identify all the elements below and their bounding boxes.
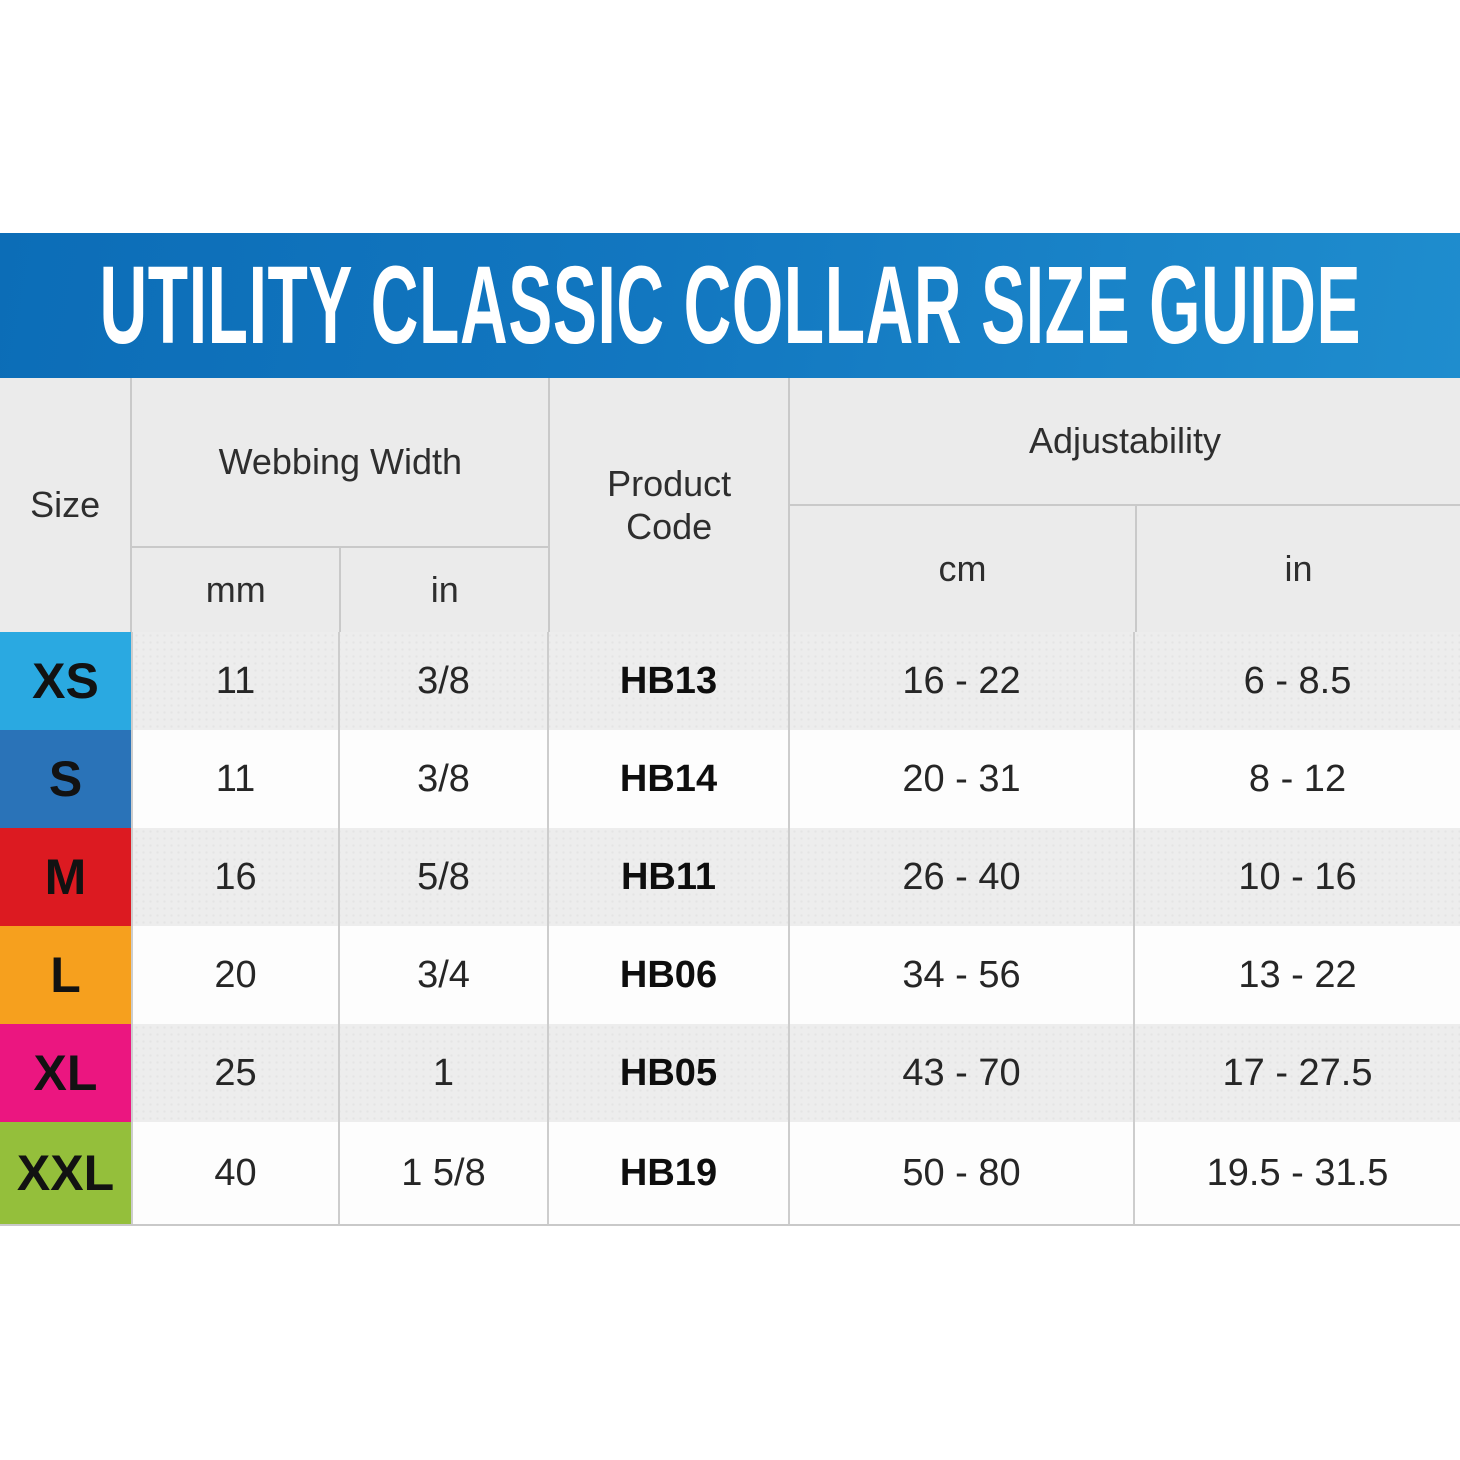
webbing-mm-value: 11 — [133, 632, 340, 730]
webbing-mm-value: 40 — [133, 1122, 340, 1224]
adjust-in-value: 10 - 16 — [1238, 855, 1357, 898]
adjust-cm-value: 20 - 31 — [790, 730, 1135, 828]
adjust-cm-value: 16 - 22 — [790, 632, 1135, 730]
header-group-adjustability: Adjustability cm in — [790, 378, 1460, 632]
header-size: Size — [0, 378, 133, 632]
product-code-value: HB14 — [549, 730, 790, 828]
header-adjustability: Adjustability — [1028, 420, 1222, 461]
adjust-in-value: 17 - 27.5 — [1222, 1051, 1373, 1094]
product-code-value: HB06 — [549, 926, 790, 1024]
header-unit-cm: cm — [938, 548, 987, 589]
webbing-in-value: 1 5/8 — [340, 1122, 549, 1224]
adjust-cm-value: 50 - 80 — [790, 1122, 1135, 1224]
table-row-xxl: XXL 40 1 5/8 HB19 50 - 80 19.5 - 31.5 — [0, 1122, 1460, 1224]
adjust-cm-value: 34 - 56 — [790, 926, 1135, 1024]
webbing-in-value: 1 — [340, 1024, 549, 1122]
adjust-in-value: 13 - 22 — [1238, 953, 1357, 996]
size-swatch: S — [0, 730, 133, 828]
product-code-value: HB13 — [549, 632, 790, 730]
size-swatch: XS — [0, 632, 133, 730]
webbing-in-value: 5/8 — [340, 828, 549, 926]
table-row-l: L 20 3/4 HB06 34 - 56 13 - 22 — [0, 926, 1460, 1024]
size-swatch: L — [0, 926, 133, 1024]
product-code-value: HB11 — [549, 828, 790, 926]
webbing-in-value: 3/4 — [340, 926, 549, 1024]
size-swatch: XXL — [0, 1122, 133, 1224]
adjust-in-value: 8 - 12 — [1248, 757, 1347, 800]
header-webbing-units: mm in — [132, 546, 549, 632]
adjust-cm-value: 43 - 70 — [790, 1024, 1135, 1122]
adjust-in-value: 6 - 8.5 — [1243, 659, 1352, 702]
table-row-xs: XS 11 3/8 HB13 16 - 22 6 - 8.5 — [0, 632, 1460, 730]
size-guide-table: Size Webbing Width mm in Product Code Ad… — [0, 378, 1460, 1226]
webbing-in-value: 3/8 — [340, 730, 549, 828]
table-row-m: M 16 5/8 HB11 26 - 40 10 - 16 — [0, 828, 1460, 926]
header-adjust-units: cm in — [790, 504, 1460, 632]
product-code-value: HB19 — [549, 1122, 790, 1224]
product-code-value: HB05 — [549, 1024, 790, 1122]
webbing-mm-value: 16 — [133, 828, 340, 926]
header-unit-adjust-in: in — [1135, 506, 1460, 632]
webbing-mm-value: 25 — [133, 1024, 340, 1122]
webbing-in-value: 3/8 — [340, 632, 549, 730]
webbing-mm-value: 11 — [133, 730, 340, 828]
adjust-in-value: 19.5 - 31.5 — [1206, 1151, 1389, 1194]
header-unit-in: in — [339, 548, 548, 632]
size-swatch: XL — [0, 1024, 133, 1122]
header-group-webbing-width: Webbing Width mm in — [132, 378, 551, 632]
title-band: UTILITY CLASSIC COLLAR SIZE GUIDE — [0, 233, 1460, 378]
header-product-code: Product Code — [550, 378, 790, 632]
header-unit-mm: mm — [205, 569, 266, 610]
size-swatch: M — [0, 828, 133, 926]
table-row-s: S 11 3/8 HB14 20 - 31 8 - 12 — [0, 730, 1460, 828]
page-title: UTILITY CLASSIC COLLAR SIZE GUIDE — [99, 244, 1361, 367]
header-webbing-width: Webbing Width — [218, 441, 463, 482]
table-row-xl: XL 25 1 HB05 43 - 70 17 - 27.5 — [0, 1024, 1460, 1122]
webbing-mm-value: 20 — [133, 926, 340, 1024]
adjust-cm-value: 26 - 40 — [790, 828, 1135, 926]
table-header: Size Webbing Width mm in Product Code Ad… — [0, 378, 1460, 632]
